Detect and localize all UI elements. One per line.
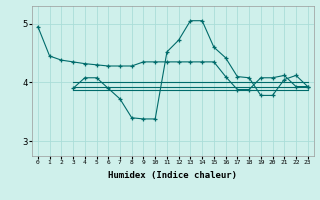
X-axis label: Humidex (Indice chaleur): Humidex (Indice chaleur) — [108, 171, 237, 180]
